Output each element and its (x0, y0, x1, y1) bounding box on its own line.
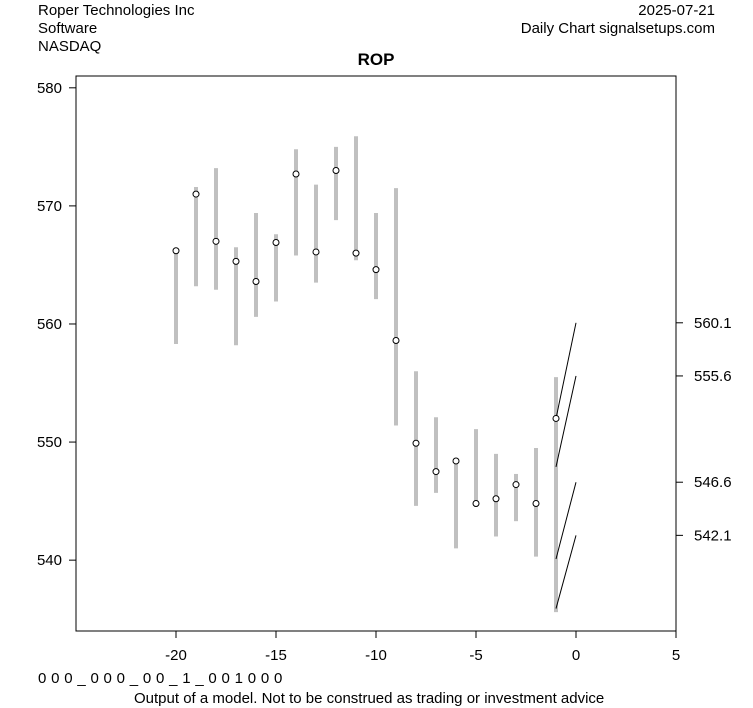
right-tick-label: 542.1 (694, 527, 732, 544)
projection-line (555, 322, 577, 419)
close-point (312, 248, 320, 256)
y-tick-label: 580 (37, 80, 62, 97)
close-point (252, 277, 260, 285)
chart-title: ROP (358, 50, 395, 69)
x-tick-label: 5 (672, 647, 680, 664)
close-point (512, 481, 520, 489)
x-tick-label: -5 (469, 647, 482, 664)
close-point (292, 170, 300, 178)
close-point (472, 499, 480, 507)
projection-line (555, 535, 577, 609)
close-point (452, 457, 460, 465)
company-name: Roper Technologies Inc (38, 2, 195, 19)
close-point (372, 266, 380, 274)
projection-line (555, 375, 577, 467)
y-tick-label: 550 (37, 434, 62, 451)
projection-line (555, 482, 577, 560)
close-point (552, 414, 560, 422)
x-tick-label: -15 (265, 647, 287, 664)
y-tick-label: 560 (37, 316, 62, 333)
exchange-label: NASDAQ (38, 38, 102, 55)
close-point (432, 468, 440, 476)
close-point (532, 499, 540, 507)
chart-date: 2025-07-21 (638, 2, 715, 19)
close-point (392, 337, 400, 345)
y-tick-label: 570 (37, 198, 62, 215)
close-point (412, 439, 420, 447)
right-tick-label: 560.1 (694, 315, 732, 332)
close-point (192, 190, 200, 198)
sector-label: Software (38, 20, 98, 37)
close-point (332, 166, 340, 174)
close-point (272, 239, 280, 246)
y-tick-label: 540 (37, 552, 62, 569)
close-point (212, 237, 220, 245)
signal-code: 0 0 0 _ 0 0 0 _ 0 0 _ 1 _ 0 0 1 0 0 0 (38, 670, 283, 687)
x-tick-label: -10 (365, 647, 387, 664)
close-point (352, 249, 360, 257)
right-tick-label: 546.6 (694, 474, 732, 491)
close-point (492, 495, 500, 503)
right-tick-label: 555.6 (694, 368, 732, 385)
x-tick-label: -20 (165, 647, 187, 664)
chart-source: Daily Chart signalsetups.com (520, 20, 715, 37)
plot-frame (75, 75, 677, 632)
disclaimer: Output of a model. Not to be construed a… (134, 690, 605, 707)
close-point (172, 247, 180, 255)
x-tick-label: 0 (572, 647, 580, 664)
close-point (232, 257, 240, 265)
